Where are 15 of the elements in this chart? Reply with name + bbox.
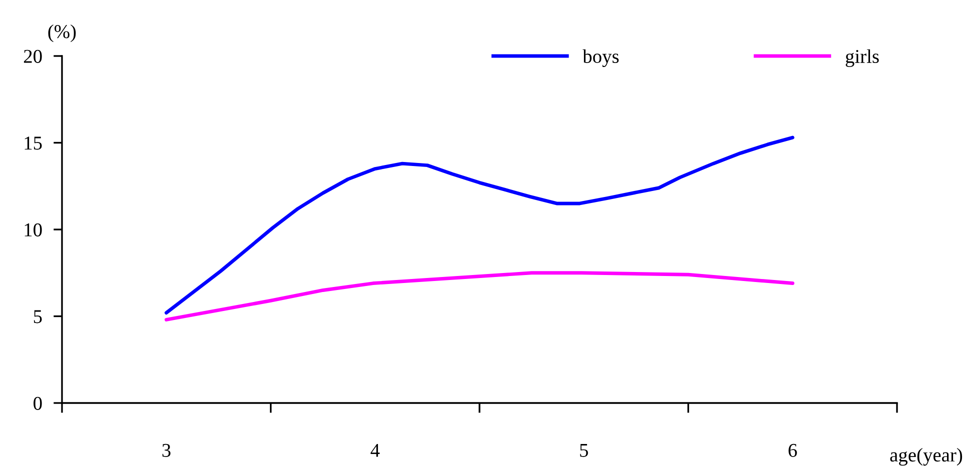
- line-series: [164, 271, 794, 322]
- x-axis-title: age(year): [890, 448, 962, 466]
- x-tick-label: 4: [370, 444, 380, 457]
- y-tick-label: 15: [24, 136, 42, 150]
- y-axis-title: (%): [48, 24, 76, 42]
- line-series: [164, 136, 794, 315]
- x-tick-label: 3: [162, 444, 170, 457]
- y-tick-label: 0: [34, 396, 42, 410]
- legend-label: girls: [846, 49, 879, 68]
- y-tick-label: 20: [24, 50, 42, 63]
- x-tick-label: 6: [788, 444, 797, 457]
- y-tick-label: 10: [24, 223, 42, 236]
- x-tick-label: 5: [580, 444, 588, 457]
- y-tick-label: 5: [34, 310, 42, 324]
- legend-label: boys: [582, 49, 619, 68]
